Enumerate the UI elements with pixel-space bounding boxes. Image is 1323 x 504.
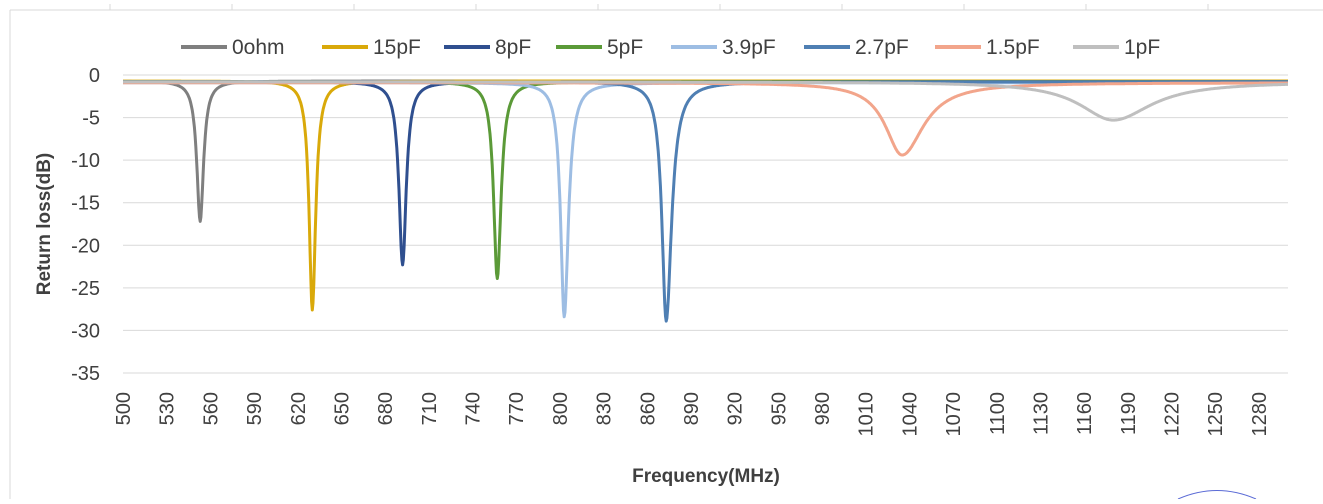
x-tick-label: 890 bbox=[681, 392, 703, 425]
x-tick-label: 860 bbox=[637, 392, 659, 425]
x-tick-label: 950 bbox=[768, 392, 790, 425]
x-tick-label: 1010 bbox=[856, 392, 878, 437]
x-tick-label: 710 bbox=[419, 392, 441, 425]
x-tick-labels: 500 530 560 590 620 650 680 710 740 770 800 830 860 8… bbox=[113, 392, 1271, 437]
legend-label: 8pF bbox=[495, 36, 531, 59]
series-line-0ohm bbox=[122, 79, 1289, 223]
x-tick-label: 650 bbox=[331, 392, 353, 425]
x-tick-label: 500 bbox=[113, 392, 135, 425]
legend-label: 15pF bbox=[373, 36, 421, 59]
y-axis-title: Return loss(dB) bbox=[34, 153, 55, 296]
legend: 0ohm 15pF 8pF 5pF 3.9pF 2.7pF 1.5pF 1pF bbox=[181, 36, 1160, 59]
x-tick-label: 590 bbox=[244, 392, 266, 425]
series-line-1pf bbox=[122, 80, 1289, 122]
y-tick-label: -35 bbox=[71, 363, 100, 385]
x-tick-label: 1130 bbox=[1030, 392, 1052, 435]
y-tick-labels: 0 -5 -10 -15 -20 -25 -30 -35 bbox=[71, 65, 100, 385]
x-tick-label: 830 bbox=[594, 392, 616, 425]
x-tick-label: 680 bbox=[375, 392, 397, 425]
y-gridlines bbox=[123, 74, 1288, 374]
x-tick-label: 740 bbox=[463, 392, 485, 425]
x-tick-label: 1190 bbox=[1118, 392, 1140, 435]
legend-label: 2.7pF bbox=[855, 36, 909, 59]
x-tick-label: 1100 bbox=[987, 392, 1009, 435]
x-tick-label: 800 bbox=[550, 392, 572, 425]
y-tick-label: -5 bbox=[82, 108, 100, 130]
series-lines bbox=[122, 79, 1289, 323]
x-tick-label: 920 bbox=[725, 392, 747, 425]
y-tick-label: -30 bbox=[71, 320, 100, 342]
x-tick-label: 560 bbox=[200, 392, 222, 425]
legend-label: 1.5pF bbox=[986, 36, 1040, 59]
x-tick-label: 1070 bbox=[943, 392, 965, 437]
x-tick-label: 1040 bbox=[899, 392, 921, 437]
x-axis-title: Frequency(MHz) bbox=[632, 466, 780, 487]
x-tick-label: 1250 bbox=[1205, 392, 1227, 437]
series-line-8pf bbox=[122, 80, 1289, 267]
y-tick-label: 0 bbox=[89, 65, 100, 87]
y-tick-label: -20 bbox=[71, 235, 100, 257]
series-line-5pf bbox=[122, 80, 1289, 280]
x-tick-label: 770 bbox=[506, 392, 528, 425]
series-line-15pf bbox=[122, 79, 1289, 312]
x-tick-label: 980 bbox=[812, 392, 834, 425]
legend-label: 3.9pF bbox=[722, 36, 776, 59]
y-tick-label: -15 bbox=[71, 193, 100, 215]
x-tick-label: 1160 bbox=[1074, 392, 1096, 435]
y-tick-label: -10 bbox=[71, 150, 100, 172]
legend-label: 0ohm bbox=[232, 36, 285, 59]
y-tick-label: -25 bbox=[71, 278, 100, 300]
corner-decoration-arc bbox=[1177, 490, 1257, 500]
top-tick-marks bbox=[109, 4, 1209, 10]
x-tick-label: 620 bbox=[288, 392, 310, 425]
x-tick-label: 1280 bbox=[1249, 392, 1271, 437]
legend-label: 1pF bbox=[1124, 36, 1160, 59]
x-tick-label: 530 bbox=[157, 392, 179, 425]
x-tick-label: 1220 bbox=[1162, 392, 1184, 437]
legend-label: 5pF bbox=[607, 36, 643, 59]
